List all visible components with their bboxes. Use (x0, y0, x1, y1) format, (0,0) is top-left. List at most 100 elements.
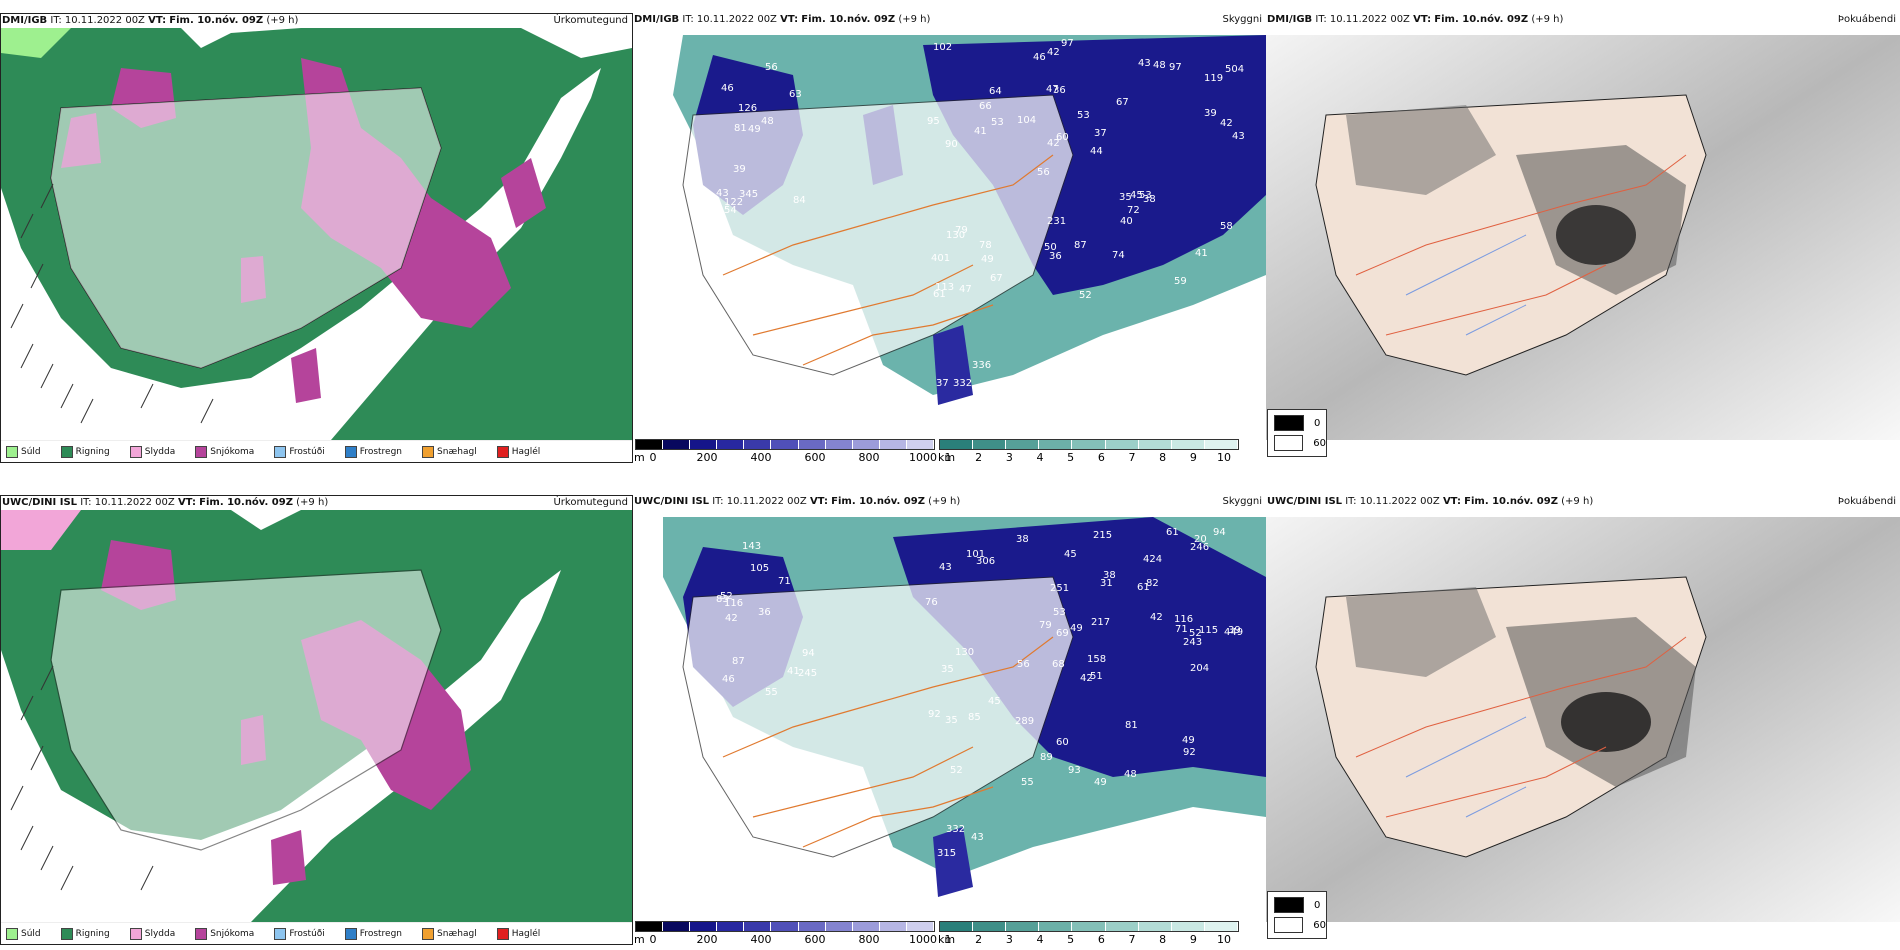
visibility-value-label: 245 (798, 668, 817, 679)
legend-item-rain: Rigning (60, 446, 110, 458)
visibility-value-label: 315 (937, 848, 956, 859)
colorbar-tick: 6 (1097, 451, 1105, 463)
visibility-value-label: 53 (1053, 607, 1066, 618)
colorbar-step (798, 440, 826, 449)
colorbar-step (1006, 922, 1040, 931)
visibility-value-label: 52 (950, 765, 963, 776)
visibility-value-label: 40 (1120, 216, 1133, 227)
colorbar-step (1072, 922, 1106, 931)
visibility-value-label: 79 (955, 225, 968, 236)
panel-header: UWC/DINI ISL IT: 10.11.2022 00Z VT: Fim.… (1, 496, 632, 510)
visibility-value-label: 49 (748, 124, 761, 135)
visibility-value-label: 61 (933, 289, 946, 300)
visibility-value-label: 101 (966, 549, 985, 560)
colorbar-tick: 200 (696, 933, 718, 945)
visibility-value-label: 78 (979, 240, 992, 251)
legend-swatch (195, 446, 208, 458)
colorbar-step (852, 440, 880, 449)
colorbar-tick: 5 (1067, 933, 1075, 945)
parameter-name: Þokuábendi (1837, 496, 1896, 507)
colorbar-unit: km (938, 933, 956, 945)
colorbar-step (798, 922, 826, 931)
panel-precip-type-dmi: DMI/IGB IT: 10.11.2022 00Z VT: Fim. 10.n… (0, 13, 633, 463)
visibility-value-label: 35 (1119, 192, 1132, 203)
visibility-value-label: 58 (1220, 221, 1233, 232)
legend-item-sleet: Slydda (129, 446, 175, 458)
visibility-value-label: 52 (1079, 290, 1092, 301)
visibility-labels: 8490119566712247537910443493637384642433… (716, 38, 1245, 389)
visibility-value-label: 39 (733, 164, 746, 175)
colorbar-tick: 800 (858, 933, 880, 945)
legend-item-snow: Snjókoma (195, 446, 254, 458)
visibility-value-label: 87 (732, 656, 745, 667)
colorbar-labels: m 0 200 400 600 800 1000 (634, 450, 937, 463)
visibility-value-label: 90 (945, 139, 958, 150)
visibility-value-label: 42 (1047, 47, 1060, 58)
parameter-name: Þokuábendi (1837, 14, 1896, 25)
visibility-value-label: 336 (972, 360, 991, 371)
visibility-value-label: 116 (1174, 614, 1193, 625)
legend-swatch (60, 928, 73, 940)
colorbar-labels: km 1 2 3 4 5 6 7 8 9 10 (938, 932, 1239, 945)
colorbar-step (1204, 440, 1238, 449)
legend-swatch (129, 446, 142, 458)
visibility-value-label: 61 (1166, 527, 1179, 538)
colorbar-step (636, 922, 664, 931)
colorbar-tick: 1000 (909, 451, 937, 463)
visibility-value-label: 97 (1061, 38, 1074, 49)
colorbar-km: km 1 2 3 4 5 6 7 8 9 10 (938, 439, 1239, 463)
fog-legend: 0 60 (1267, 891, 1327, 939)
parameter-name: Skyggni (1222, 496, 1262, 507)
panel-visibility-uwc: UWC/DINI ISL IT: 10.11.2022 00Z VT: Fim.… (633, 495, 1266, 945)
panel-precip-type-uwc: UWC/DINI ISL IT: 10.11.2022 00Z VT: Fim.… (0, 495, 633, 945)
visibility-value-label: 42 (1220, 118, 1233, 129)
visibility-value-label: 20 (1194, 534, 1207, 545)
legend-swatch (129, 928, 142, 940)
precip-legend: Súld Rigning Slydda Snjókoma Frostúði Fr… (1, 922, 632, 944)
visibility-value-label: 251 (1050, 583, 1069, 594)
visibility-value-label: 41 (974, 126, 987, 137)
colorbar-step (636, 440, 664, 449)
colorbar-tick: 9 (1189, 451, 1197, 463)
visibility-value-label: 37 (1094, 128, 1107, 139)
legend-item-rain: Rigning (60, 928, 110, 940)
colorbar-tick: 0 (649, 933, 657, 945)
colorbar-height: m 0 200 400 600 800 1000 (634, 921, 937, 945)
visibility-labels: 1434244496851424361353136523856495560614… (716, 527, 1243, 859)
colorbar-step (906, 922, 935, 931)
visibility-value-label: 67 (990, 273, 1003, 284)
panel-fog-dmi: DMI/IGB IT: 10.11.2022 00Z VT: Fim. 10.n… (1266, 13, 1900, 463)
visibility-value-label: 69 (1056, 628, 1069, 639)
visibility-value-label: 60 (1056, 132, 1069, 143)
visibility-value-label: 55 (765, 687, 778, 698)
colorbar-height: m 0 200 400 600 800 1000 (634, 439, 937, 463)
visibility-value-label: 93 (1068, 765, 1081, 776)
visibility-value-label: 47 (959, 284, 972, 295)
colorbar-step (973, 440, 1007, 449)
visibility-value-label: 217 (1091, 617, 1110, 628)
colorbar-step (663, 922, 691, 931)
visibility-value-label: 41 (1195, 248, 1208, 259)
colorbar-step (1138, 440, 1172, 449)
visibility-value-label: 85 (968, 712, 981, 723)
colorbar-step (906, 440, 935, 449)
colorbar-tick: 10 (1217, 933, 1231, 945)
legend-item-freezing-drizzle: Frostúði (274, 446, 325, 458)
visibility-value-label: 36 (1053, 85, 1066, 96)
visibility-value-label: 56 (1037, 167, 1050, 178)
legend-swatch (60, 446, 73, 458)
visibility-value-label: 94 (802, 648, 815, 659)
fog-swatch-dark (1274, 415, 1304, 431)
visibility-value-label: 143 (742, 541, 761, 552)
visibility-value-label: 97 (1169, 62, 1182, 73)
colorbar-tick: 600 (804, 933, 826, 945)
colorbar-step (825, 440, 853, 449)
visibility-value-label: 81 (734, 123, 747, 134)
panel-fog-uwc: UWC/DINI ISL IT: 10.11.2022 00Z VT: Fim.… (1266, 495, 1900, 945)
visibility-value-label: 92 (1183, 747, 1196, 758)
visibility-value-label: 53 (1139, 190, 1152, 201)
panel-header: UWC/DINI ISL IT: 10.11.2022 00Z VT: Fim.… (633, 495, 1266, 509)
visibility-value-label: 113 (935, 282, 954, 293)
visibility-value-label: 43 (1138, 58, 1151, 69)
visibility-value-label: 79 (1039, 620, 1052, 631)
